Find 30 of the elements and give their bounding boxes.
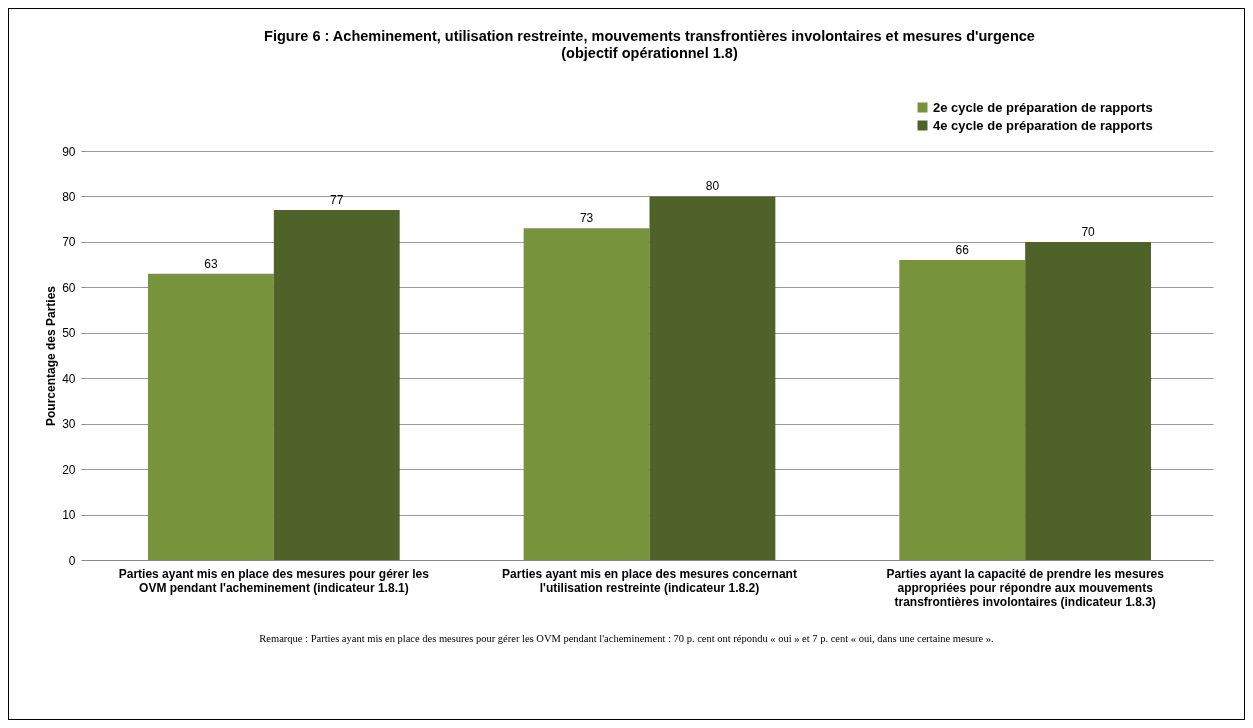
bar <box>523 228 650 560</box>
y-tick-label: 80 <box>62 189 76 204</box>
y-tick-label: 30 <box>62 417 76 432</box>
data-label: 80 <box>705 179 720 194</box>
x-tick-label: Parties ayant mis en place des mesures pour gérer les OVM pendant l'acheminement (indicateur 1.8.1) <box>118 566 430 595</box>
y-tick-label: 40 <box>62 371 76 386</box>
bar <box>649 196 776 560</box>
legend-label: 2e cycle de préparation de rapports <box>933 99 1153 115</box>
y-tick-label: 20 <box>62 462 76 477</box>
y-tick-label: 90 <box>62 144 76 159</box>
data-label: 70 <box>1081 224 1096 239</box>
text: Remarque : Parties ayant mis en place des mesures pour gérer les OVM pendant l'acheminement : 70 p. cent ont répondu « oui » et 7 p. cent « oui, dans une certaine mesure ». <box>258 633 995 644</box>
bar <box>899 260 1026 560</box>
y-tick-label: 10 <box>62 508 76 523</box>
data-label: 66 <box>955 243 970 258</box>
y-tick-label: 70 <box>62 235 76 250</box>
bar <box>147 273 274 560</box>
x-tick-label: Parties ayant la capacité de prendre les mesures appropriées pour répondre aux mouvements transfrontières involontaires (indicateur 1.8.3) <box>886 566 1165 609</box>
x-tick-label: Parties ayant mis en place des mesures concernant l'utilisation restreinte (indicateur 1.8.2) <box>502 566 797 595</box>
y-axis-title: Pourcentage des Parties <box>44 285 59 427</box>
chart-title: Figure 6 : Acheminement, utilisation restreinte, mouvements transfrontières involontaires et mesures d'urgence (objectif opérationnel 1.8) <box>264 28 1035 61</box>
data-label: 63 <box>204 256 218 271</box>
data-label: 77 <box>330 193 344 208</box>
y-tick-label: 50 <box>62 326 76 341</box>
data-label: 73 <box>579 211 594 226</box>
bar <box>1025 241 1152 560</box>
bar <box>273 210 400 560</box>
legend-label: 4e cycle de préparation de rapports <box>933 117 1153 133</box>
y-tick-label: 0 <box>68 553 76 568</box>
y-tick-label: 60 <box>62 280 76 295</box>
